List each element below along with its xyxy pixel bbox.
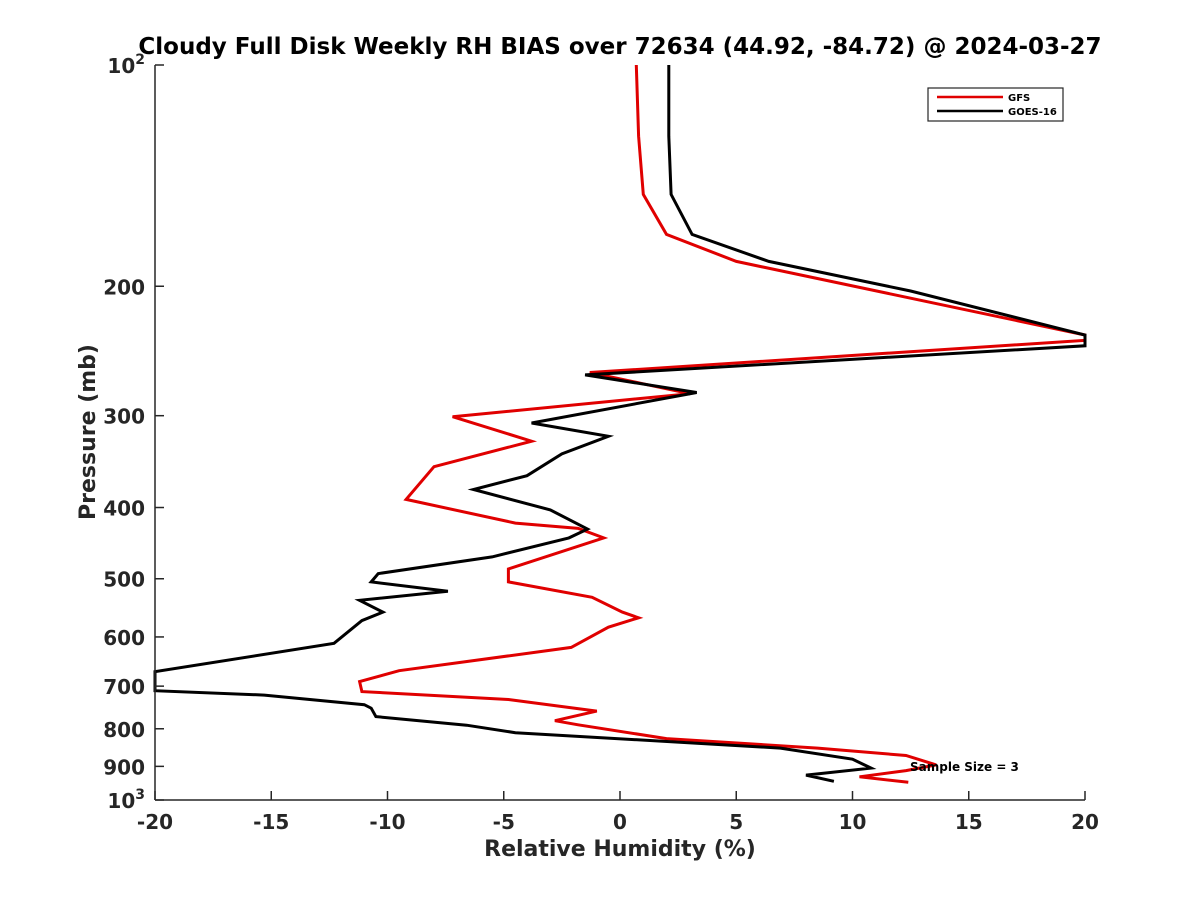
x-tick-label: -5 — [493, 810, 515, 834]
y-tick-label: 900 — [103, 755, 145, 779]
y-tick-label: 500 — [103, 568, 145, 592]
y-tick-label: 102 — [107, 52, 145, 78]
legend-label-gfs: GFS — [1008, 93, 1030, 104]
series-line-gfs — [357, 64, 1087, 784]
y-tick-label: 700 — [103, 675, 145, 699]
legend-box — [927, 87, 1064, 122]
x-tick-label: -15 — [253, 810, 289, 834]
x-tick-label: -20 — [137, 810, 173, 834]
y-tick-label: 800 — [103, 718, 145, 742]
y-tick-label: 600 — [103, 626, 145, 650]
y-axis-ticks: 102 200 300 400 500 600 700 800 900 103 — [103, 52, 164, 813]
x-tick-label: 20 — [1071, 810, 1099, 834]
y-axis-label: Pressure (mb) — [76, 344, 101, 520]
x-tick-label: 5 — [729, 810, 743, 834]
x-axis-label: Relative Humidity (%) — [484, 837, 756, 862]
axes-frame — [155, 65, 1085, 800]
x-tick-label: -10 — [369, 810, 405, 834]
legend-label-goes-16: GOES-16 — [1008, 107, 1057, 118]
y-tick-label: 200 — [103, 275, 145, 299]
y-tick-label: 103 — [107, 787, 145, 813]
series-line-goes-16 — [153, 65, 1087, 783]
y-tick-label: 300 — [103, 405, 145, 429]
legend: GFS GOES-16 — [927, 87, 1064, 122]
x-tick-label: 0 — [613, 810, 627, 834]
y-tick-label: 400 — [103, 497, 145, 521]
x-axis-ticks: -20 -15 -10 -5 0 5 10 15 20 — [137, 791, 1099, 834]
sample-size-annotation: Sample Size = 3 — [910, 760, 1019, 774]
x-tick-label: 15 — [955, 810, 983, 834]
chart-title: Cloudy Full Disk Weekly RH BIAS over 726… — [138, 34, 1101, 60]
x-tick-label: 10 — [839, 810, 867, 834]
plot-area — [153, 64, 1087, 784]
